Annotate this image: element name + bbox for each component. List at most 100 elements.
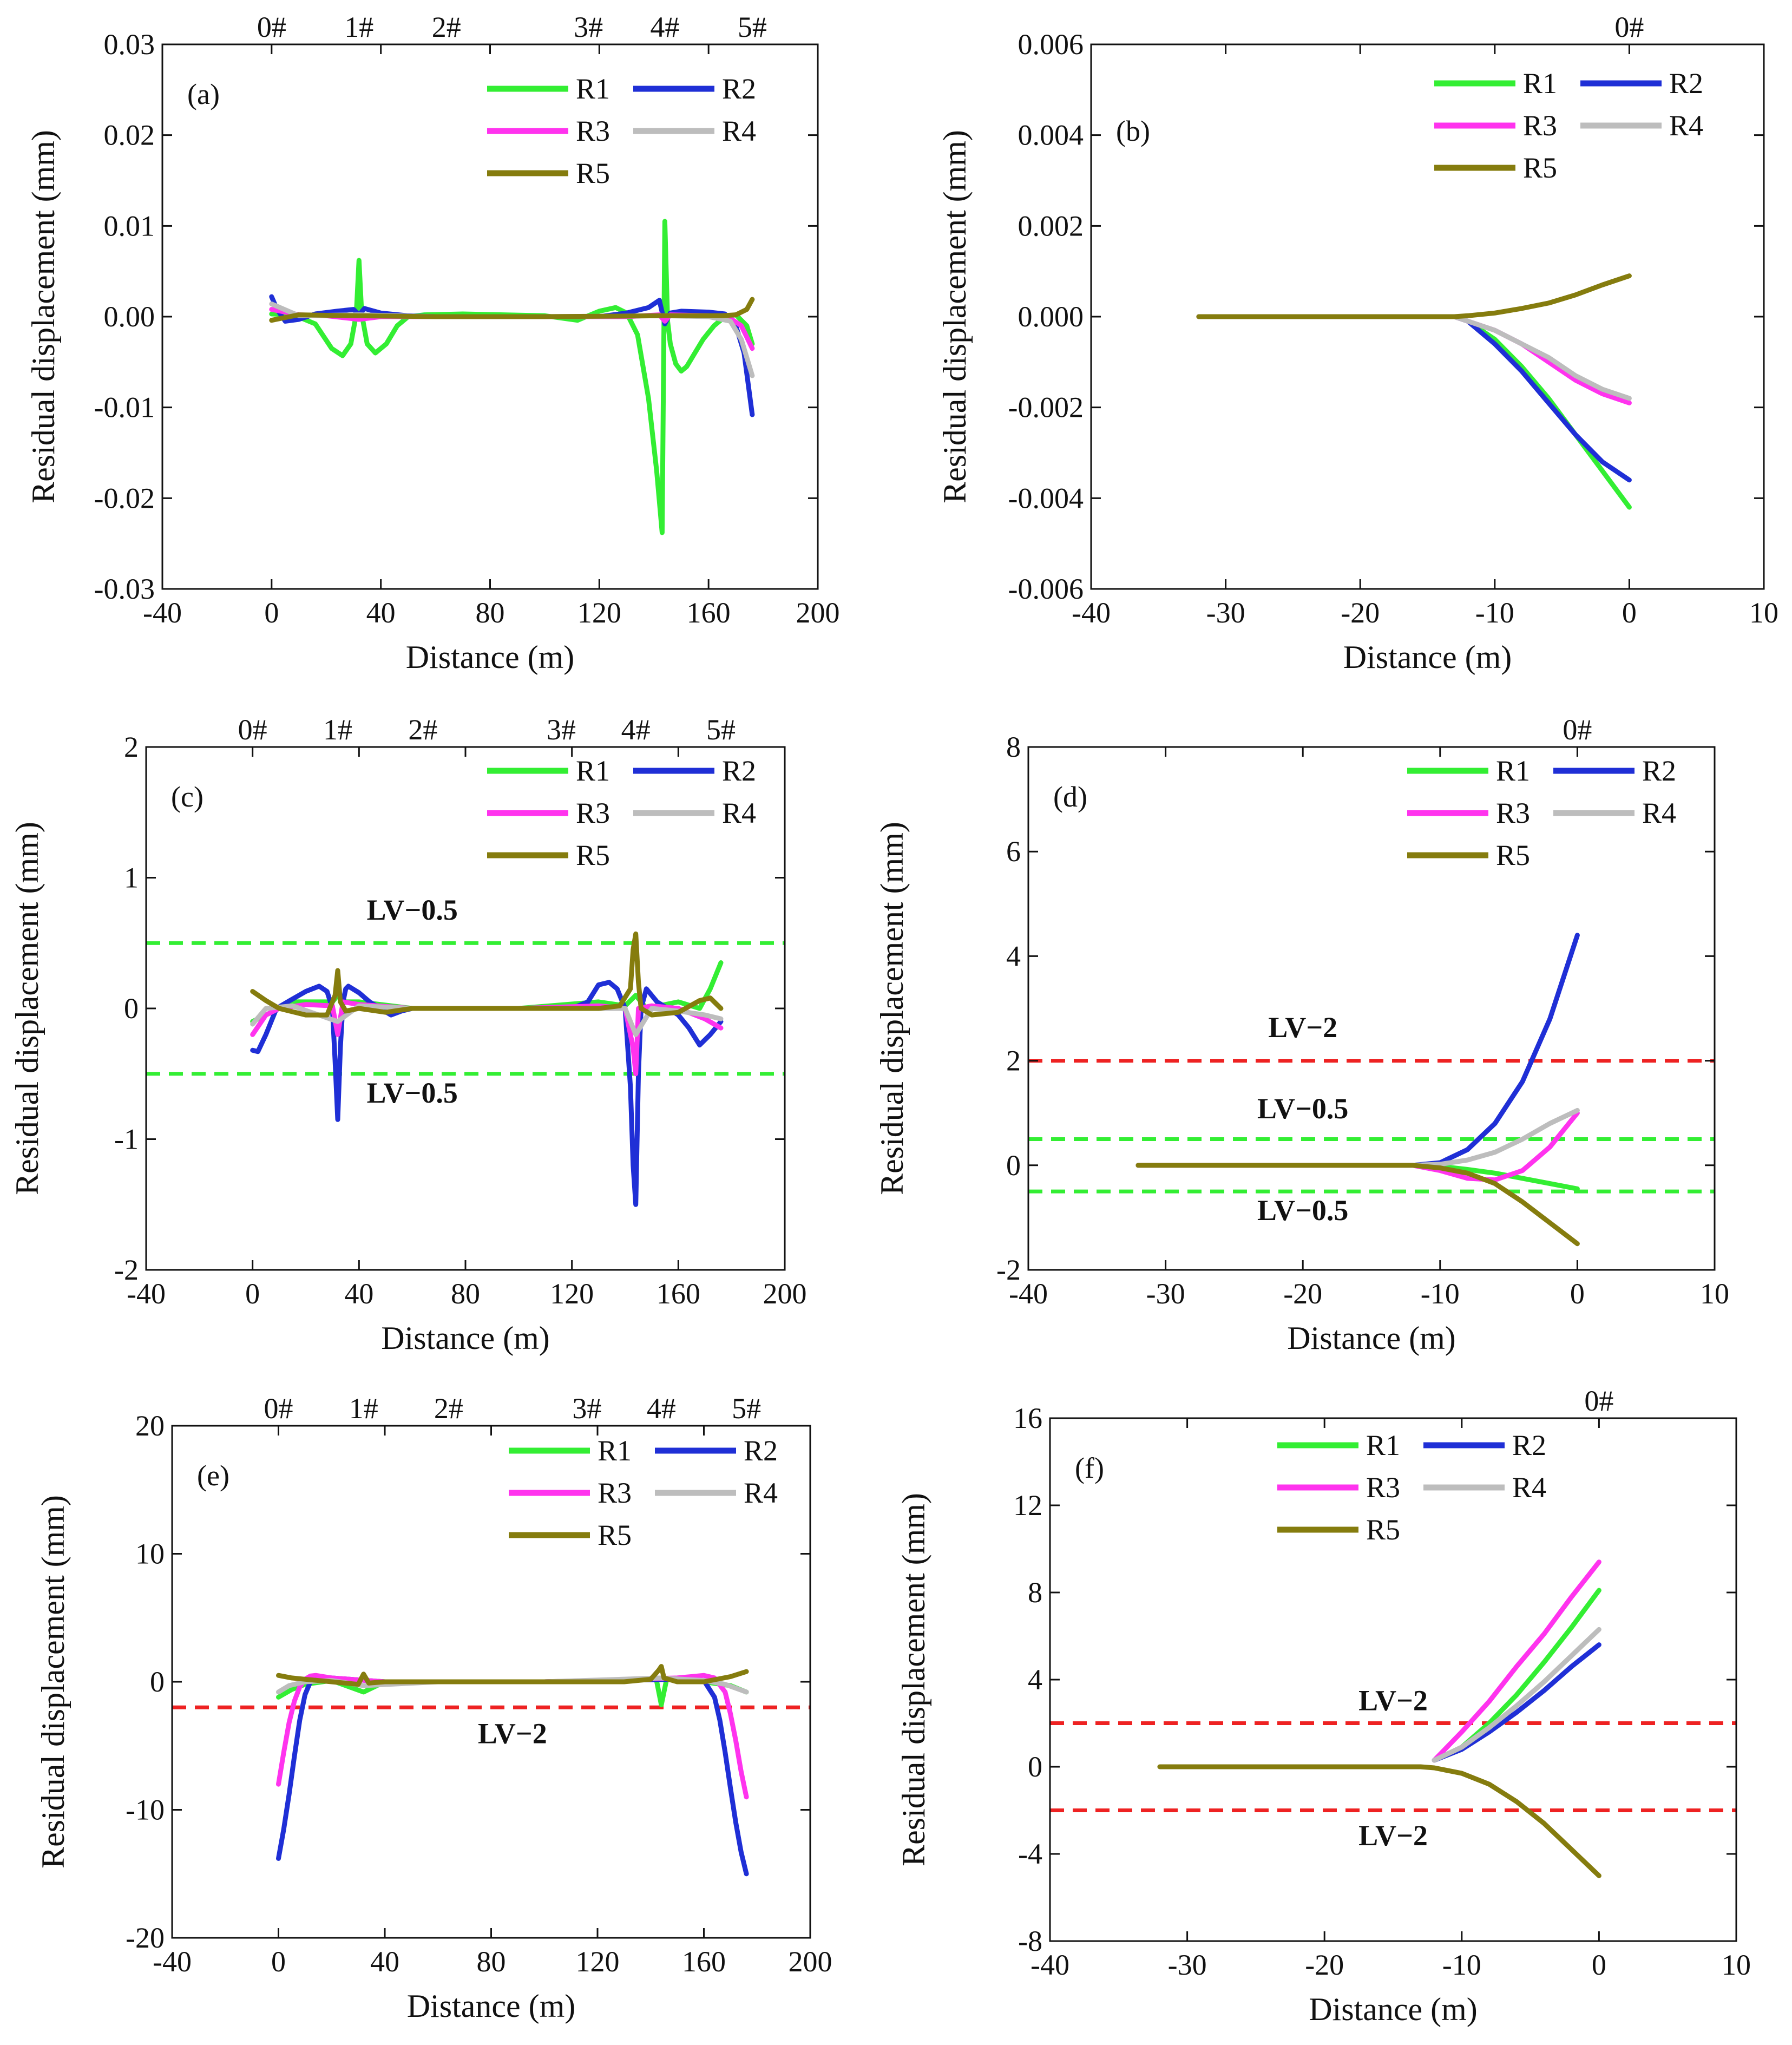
x-tick-label: 0 xyxy=(264,597,279,629)
x-tick-label: 120 xyxy=(576,1945,620,1978)
x-tick-label: -40 xyxy=(143,597,182,629)
y-axis-title: Residual displacement (mm) xyxy=(35,1495,71,1869)
x-tick-label: 10 xyxy=(1749,597,1778,629)
y-tick-label: 0 xyxy=(124,992,139,1025)
x-tick-label: 200 xyxy=(763,1277,807,1310)
x-tick-label: 40 xyxy=(366,597,396,629)
y-tick-label: -10 xyxy=(126,1794,165,1826)
y-tick-label: 8 xyxy=(1028,1576,1042,1609)
series-line-r4 xyxy=(1432,1627,1601,1763)
x-tick-label: 200 xyxy=(796,597,840,629)
legend-label-r5: R5 xyxy=(598,1519,632,1551)
legend-label-r2: R2 xyxy=(722,73,756,105)
pier-label: 0# xyxy=(1614,11,1644,43)
series-line-r2 xyxy=(1135,933,1580,1168)
series-line-r5 xyxy=(269,297,755,323)
legend-label-r1: R1 xyxy=(1496,755,1530,787)
series-line-r5 xyxy=(1135,1163,1580,1247)
legend-label-r2: R2 xyxy=(1512,1429,1546,1461)
chart-panel-3: LV−0.5 LV−0.5 -40 0 40 80 120 160 200 -2 -1 0 1 2 0# 1#… xyxy=(9,713,807,1356)
x-tick-label: -10 xyxy=(1421,1277,1460,1310)
x-tick-label: -40 xyxy=(1009,1277,1048,1310)
y-axis-title: Residual displacement (mm) xyxy=(9,822,45,1195)
y-tick-label: 0 xyxy=(1028,1751,1042,1783)
legend-label-r4: R4 xyxy=(1642,797,1676,829)
x-tick-label: 160 xyxy=(687,597,731,629)
chart-panel-6: LV−2LV−2-40 -30 -20 -10 0 10-8-404812160#Dist… xyxy=(896,1385,1751,2027)
x-axis-title: Distance (m) xyxy=(1287,1320,1456,1356)
y-tick-label: 12 xyxy=(1013,1489,1042,1522)
legend-label-r2: R2 xyxy=(744,1434,778,1467)
legend-label-r5: R5 xyxy=(576,157,610,189)
legend-label-r1: R1 xyxy=(598,1434,632,1467)
y-tick-label: 0.03 xyxy=(104,28,155,61)
limit-label: LV−0.5 xyxy=(367,1077,458,1109)
x-tick-label: 0 xyxy=(271,1945,286,1978)
x-tick-label: 80 xyxy=(476,597,505,629)
x-tick-label: -40 xyxy=(153,1945,192,1978)
y-tick-label: -8 xyxy=(1018,1925,1042,1957)
y-tick-label: -2 xyxy=(996,1254,1021,1286)
x-tick-label: -40 xyxy=(1030,1949,1069,1981)
pier-label: 5# xyxy=(738,11,767,43)
y-tick-label: 0.000 xyxy=(1018,300,1084,333)
legend-label-r4: R4 xyxy=(1512,1471,1546,1504)
series-line-r2 xyxy=(1196,314,1632,483)
y-tick-label: -0.002 xyxy=(1008,391,1084,424)
pier-label: 0# xyxy=(264,1392,293,1425)
y-tick-label: 0 xyxy=(1006,1149,1021,1182)
legend-label-r3: R3 xyxy=(1496,797,1530,829)
pier-label: 4# xyxy=(621,713,651,746)
x-tick-label: -30 xyxy=(1168,1949,1207,1981)
x-tick-label: 160 xyxy=(657,1277,700,1310)
limit-label: LV−0.5 xyxy=(1257,1092,1348,1125)
x-tick-label: 160 xyxy=(682,1945,726,1978)
series-line-r1 xyxy=(1196,314,1632,510)
pier-label: 0# xyxy=(238,713,267,746)
y-axis-title: Residual displacement (mm) xyxy=(937,130,973,503)
legend-label-r4: R4 xyxy=(744,1477,778,1509)
pier-label: 0# xyxy=(1584,1385,1613,1417)
legend-label-r4: R4 xyxy=(722,797,756,829)
legend-label-r5: R5 xyxy=(1366,1513,1400,1546)
pier-label: 0# xyxy=(257,11,286,43)
legend-label-r3: R3 xyxy=(598,1477,632,1509)
legend-label-r3: R3 xyxy=(1366,1471,1400,1504)
limit-label: LV−2 xyxy=(478,1718,547,1750)
x-tick-label: -40 xyxy=(127,1277,166,1310)
y-tick-label: 0.01 xyxy=(104,209,155,242)
legend-label-r2: R2 xyxy=(722,755,756,787)
legend-label-r5: R5 xyxy=(576,839,610,871)
legend-label-r3: R3 xyxy=(576,797,610,829)
x-tick-label: -20 xyxy=(1341,597,1380,629)
pier-label: 4# xyxy=(650,11,679,43)
y-axis-title: Residual displacement (mm) xyxy=(896,1493,931,1866)
panel-label: (f) xyxy=(1075,1452,1104,1484)
y-tick-label: -4 xyxy=(1018,1838,1042,1870)
chart-panel-2: -40 -30 -20 -10 0 10 -0.006 -0.004 -0.002 0.000 0.… xyxy=(937,11,1778,675)
x-tick-label: -40 xyxy=(1072,597,1111,629)
x-tick-label: 0 xyxy=(1570,1277,1585,1310)
x-tick-label: 80 xyxy=(451,1277,480,1310)
y-tick-label: 4 xyxy=(1006,940,1021,972)
y-tick-label: 2 xyxy=(124,731,139,763)
y-tick-label: 8 xyxy=(1006,731,1021,763)
pier-label: 4# xyxy=(647,1392,676,1425)
y-tick-label: 2 xyxy=(1006,1045,1021,1077)
y-tick-label: 0 xyxy=(150,1666,165,1698)
y-tick-label: -0.03 xyxy=(94,573,155,605)
x-axis-title: Distance (m) xyxy=(406,639,575,675)
y-axis-title: Residual displacement (mm) xyxy=(874,822,910,1195)
y-tick-label: 10 xyxy=(135,1538,165,1570)
y-tick-label: -2 xyxy=(114,1254,139,1286)
plot-frame xyxy=(1027,746,1716,1271)
pier-label: 1# xyxy=(349,1392,378,1425)
series-line-r5 xyxy=(250,931,724,1018)
pier-label: 2# xyxy=(408,713,437,746)
x-tick-label: 120 xyxy=(577,597,621,629)
pier-label: 3# xyxy=(547,713,576,746)
pier-label: 5# xyxy=(732,1392,761,1425)
x-tick-label: -30 xyxy=(1206,597,1245,629)
pier-label: 2# xyxy=(432,11,461,43)
